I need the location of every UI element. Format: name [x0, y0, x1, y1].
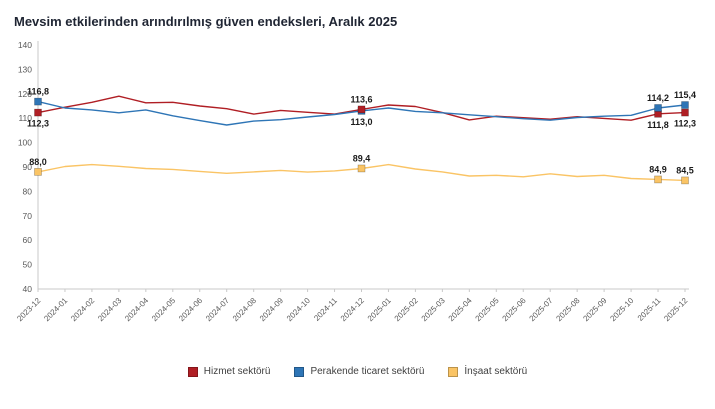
data-point-marker [357, 105, 366, 114]
x-tick-label: 2024-04 [123, 296, 151, 324]
y-tick-label: 70 [23, 211, 33, 221]
y-tick-label: 130 [18, 64, 32, 74]
x-tick-label: 2025-05 [474, 296, 502, 324]
data-label: 112,3 [674, 119, 696, 129]
x-tick-label: 2024-01 [42, 296, 70, 324]
data-label: 113,0 [350, 117, 372, 127]
data-label: 111,8 [647, 120, 669, 130]
legend-item-insaat: İnşaat sektörü [448, 366, 527, 377]
x-tick-label: 2025-11 [636, 296, 663, 323]
data-point-marker [34, 168, 42, 176]
y-tick-label: 60 [23, 235, 33, 245]
x-tick-label: 2024-11 [312, 296, 339, 323]
x-tick-label: 2025-03 [420, 296, 448, 324]
data-label: 115,4 [674, 90, 696, 100]
x-tick-label: 2025-01 [366, 296, 394, 324]
y-tick-label: 140 [18, 40, 32, 50]
x-tick-label: 2025-12 [662, 296, 690, 324]
x-tick-label: 2024-05 [150, 296, 178, 324]
x-tick-label: 2024-02 [69, 296, 97, 324]
x-tick-label: 2024-12 [339, 296, 367, 324]
data-label: 114,2 [647, 93, 669, 103]
y-tick-label: 90 [23, 162, 33, 172]
data-label: 88,0 [29, 157, 47, 167]
data-label: 84,9 [649, 164, 667, 174]
data-point-marker [654, 175, 662, 184]
x-tick-label: 2024-08 [231, 296, 259, 324]
y-tick-label: 50 [23, 260, 33, 270]
x-tick-label: 2025-02 [393, 296, 421, 324]
y-tick-label: 110 [18, 113, 32, 123]
x-tick-label: 2024-03 [96, 296, 124, 324]
x-tick-label: 2024-10 [285, 296, 313, 324]
y-tick-label: 120 [18, 89, 32, 99]
data-point-marker [34, 97, 42, 106]
data-point-marker [681, 101, 689, 109]
perakende-series-swatch-icon [294, 366, 305, 377]
chart-legend: Hizmet sektörü Perakende ticaret sektörü… [0, 366, 715, 377]
data-label: 113,6 [350, 94, 372, 104]
hizmet-series-swatch-icon [187, 366, 198, 377]
x-tick-label: 2025-07 [527, 296, 555, 324]
data-label: 89,4 [353, 153, 371, 163]
x-tick-label: 2023-12 [15, 296, 43, 324]
legend-label-hizmet: Hizmet sektörü [203, 366, 271, 377]
legend-label-insaat: İnşaat sektörü [464, 366, 528, 377]
x-tick-label: 2025-10 [608, 296, 636, 324]
y-tick-label: 80 [23, 186, 33, 196]
x-tick-label: 2024-09 [258, 296, 286, 324]
legend-item-hizmet: Hizmet sektörü [187, 366, 271, 377]
chart-area: 40 50 60 70 80 90 100 110 120 130 140 2023-12 2024-0… [0, 31, 715, 366]
x-tick-label: 2025-06 [501, 296, 529, 324]
legend-item-perakende: Perakende ticaret sektörü [294, 366, 424, 377]
x-tick-label: 2025-08 [554, 296, 582, 324]
data-point-marker [681, 108, 689, 117]
data-label: 116,8 [27, 87, 49, 97]
x-tick-label: 2025-09 [581, 296, 609, 324]
legend-label-perakende: Perakende ticaret sektörü [310, 366, 425, 377]
y-tick-label: 100 [18, 138, 32, 148]
insaat-series-swatch-icon [448, 366, 459, 377]
y-tick-label: 40 [23, 284, 33, 294]
data-point-marker [357, 164, 366, 173]
x-tick-label: 2024-06 [177, 296, 205, 324]
data-label: 112,3 [27, 119, 49, 129]
data-point-marker [681, 176, 689, 185]
chart-title: Mevsim etkilerinden arındırılmış güven e… [14, 14, 398, 29]
x-tick-label: 2024-07 [204, 296, 232, 324]
data-label: 84,5 [676, 165, 694, 175]
data-point-marker [34, 108, 42, 117]
data-point-marker [654, 104, 662, 112]
x-tick-label: 2025-04 [447, 296, 475, 324]
